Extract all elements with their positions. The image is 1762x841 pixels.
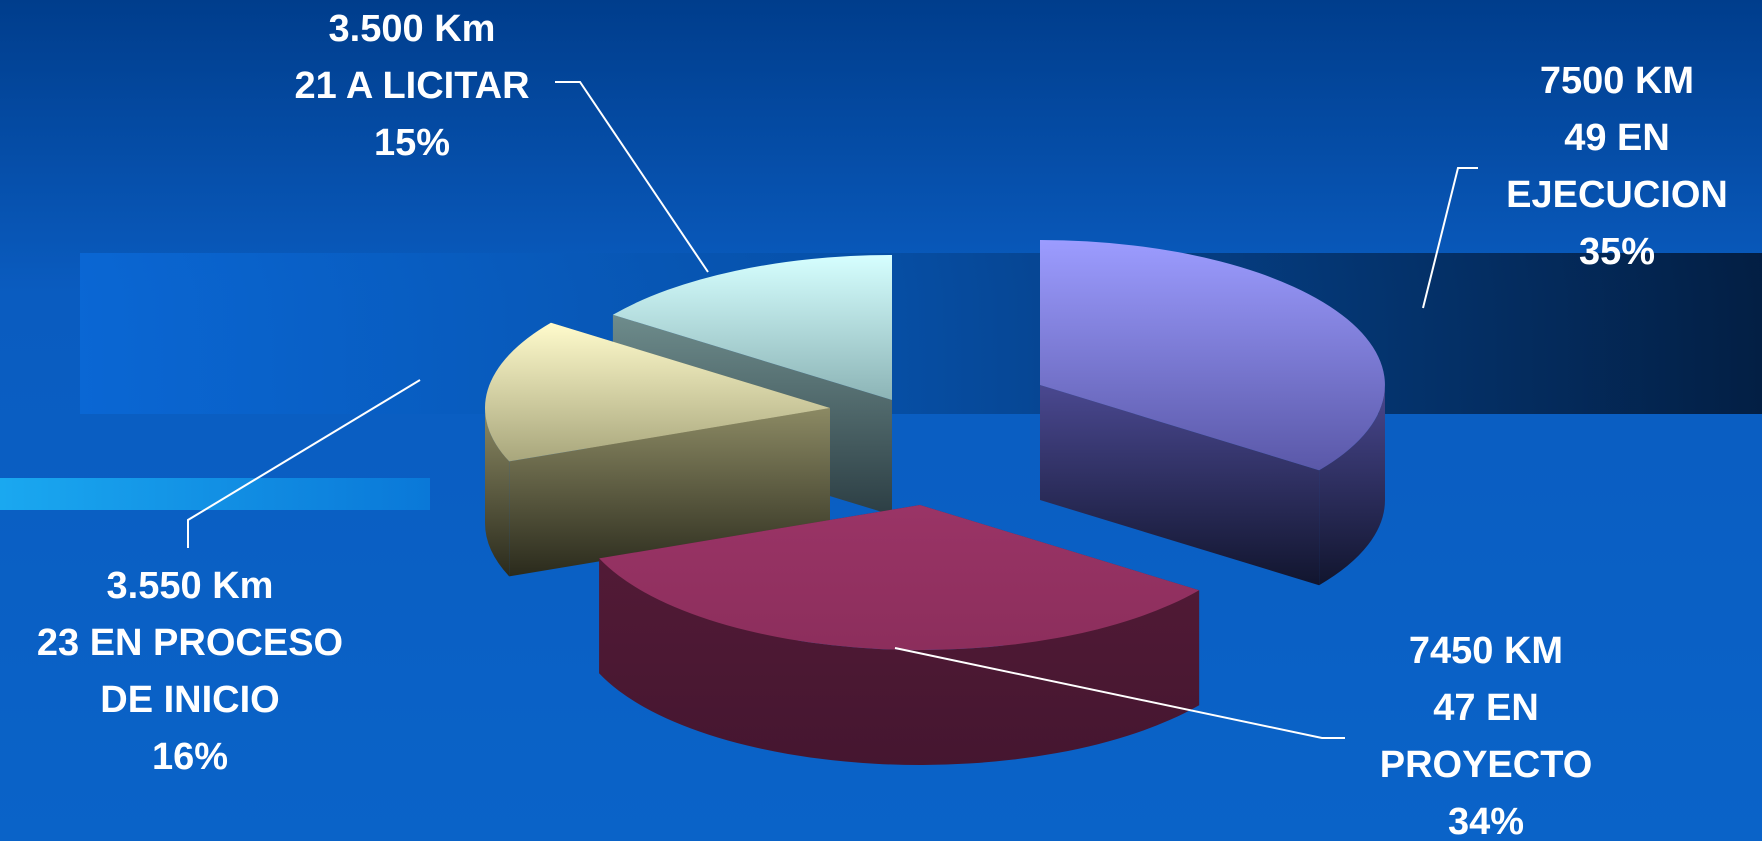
slice-label-km: 3.500 Km	[328, 8, 496, 50]
pie-slice-3-side	[485, 408, 510, 577]
slice-label-status: 47 EN	[1433, 687, 1539, 729]
slice-label-status: PROYECTO	[1379, 744, 1593, 786]
pie-slice-1	[1040, 240, 1385, 586]
pie-slice-4-top	[612, 255, 892, 400]
slice-label-3: 3.550 Km 23 EN PROCESO DE INICIO 16%	[0, 558, 380, 786]
pie-slice-2-side	[599, 558, 1200, 765]
slice-label-status: 21 A LICITAR	[294, 65, 530, 107]
slice-label-km: 7500 KM	[1539, 60, 1695, 102]
slice-label-km: 3.550 Km	[106, 565, 274, 607]
slice-label-percent: 16%	[151, 736, 229, 778]
background-band	[80, 253, 1762, 414]
slice-label-percent: 35%	[1578, 231, 1656, 273]
pie-slice-1-top	[1040, 240, 1385, 471]
pie-slice-1-side	[1319, 385, 1385, 586]
slice-label-km: 7450 KM	[1408, 630, 1564, 672]
slice-label-2: 7450 KM 47 EN PROYECTO 34%	[1356, 623, 1616, 841]
slice-label-percent: 34%	[1447, 801, 1525, 841]
slice-label-status: DE INICIO	[100, 679, 280, 721]
slice-label-percent: 15%	[373, 122, 451, 164]
leader-line-3	[187, 379, 421, 548]
slice-label-status: 49 EN	[1564, 117, 1670, 159]
slice-label-status: EJECUCION	[1506, 174, 1728, 216]
leader-line-1	[1422, 167, 1478, 309]
leader-line-4	[555, 81, 709, 273]
pie-slice-2-top	[599, 505, 1200, 650]
slice-label-1: 7500 KM 49 EN EJECUCION 35%	[1487, 53, 1747, 281]
pie-slice-2	[599, 505, 1200, 765]
pie-slice-3-top	[484, 322, 830, 462]
slice-label-4: 3.500 Km 21 A LICITAR 15%	[262, 1, 562, 172]
slice-label-status: 23 EN PROCESO	[36, 622, 344, 664]
background-cyan-bar	[0, 478, 430, 510]
pie-slice-1-wall-2	[1040, 385, 1320, 586]
leader-line-2	[894, 647, 1345, 739]
